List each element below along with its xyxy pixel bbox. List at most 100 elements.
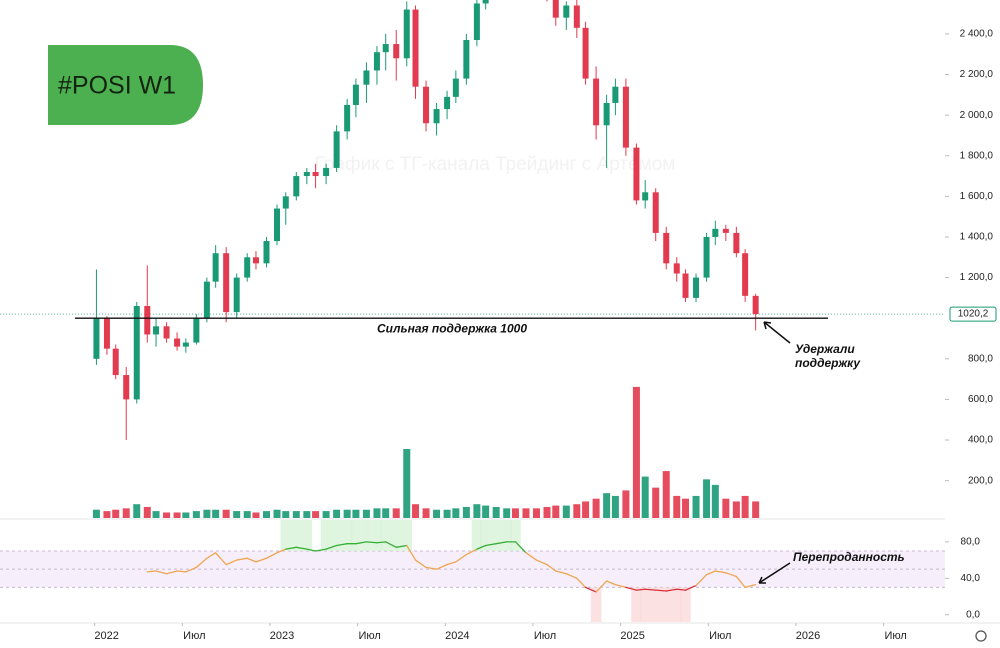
candle-body	[182, 342, 189, 347]
rsi-line	[385, 541, 397, 548]
rsi-line	[425, 566, 438, 570]
candle-body	[682, 273, 689, 298]
rsi-line	[614, 584, 627, 589]
candle-body	[103, 318, 110, 349]
volume-bar	[403, 449, 411, 518]
rsi-tick-label: 80,0	[961, 536, 981, 547]
settings-icon[interactable]	[975, 630, 987, 642]
volume-bar	[752, 501, 760, 518]
candle-body	[642, 192, 649, 201]
oversold-zone	[631, 587, 642, 622]
y-tick-label: 600,0	[968, 394, 993, 405]
rsi-line	[225, 559, 238, 566]
candle-body	[393, 44, 400, 59]
candle-body	[582, 27, 589, 79]
rsi-line	[495, 541, 508, 545]
rsi-line	[285, 546, 297, 550]
volume-bar	[233, 511, 241, 518]
candle-body	[482, 0, 489, 4]
candle-body	[153, 326, 160, 335]
volume-bar	[632, 386, 640, 518]
candle-body	[252, 257, 259, 264]
volume-bar	[741, 495, 749, 518]
rsi-line	[355, 541, 368, 545]
volume-bar	[122, 508, 130, 518]
volume-bar	[552, 505, 560, 518]
rsi-line	[576, 577, 587, 589]
candle-body	[612, 86, 619, 103]
oversold-label: Перепроданность	[793, 550, 905, 564]
y-tick-label: 1 600,0	[960, 191, 994, 202]
rsi-line	[376, 541, 387, 544]
arrow	[758, 562, 791, 584]
x-tick-label: 2025	[620, 630, 644, 642]
volume-bar	[152, 511, 160, 518]
x-tick-label: Июл	[884, 630, 906, 642]
volume-bar	[452, 508, 460, 518]
volume-bar	[382, 508, 390, 518]
volume-bar	[443, 509, 451, 518]
rsi-line	[525, 552, 538, 561]
candle-body	[282, 196, 289, 209]
volume-bar	[143, 506, 151, 518]
candle-body	[663, 232, 670, 264]
candle-body	[473, 3, 480, 41]
overbought-zone	[401, 520, 413, 551]
last-price-label: 1020,2	[958, 309, 989, 320]
candle-body	[263, 241, 270, 264]
rsi-line	[325, 544, 338, 550]
rsi-line	[414, 559, 427, 569]
candle-body	[633, 147, 640, 201]
x-tick-label: 2023	[270, 630, 294, 642]
rsi-line	[435, 563, 448, 570]
volume-bar	[473, 504, 481, 518]
x-tick-label: Июл	[183, 630, 205, 642]
y-tick-label: 400,0	[968, 435, 993, 446]
rsi-line	[735, 575, 746, 589]
oversold-zone	[671, 587, 683, 622]
volume-bar	[603, 493, 611, 518]
rsi-line	[584, 586, 597, 593]
rsi-line	[625, 586, 638, 591]
volume-bar	[192, 511, 200, 518]
rsi-line	[185, 566, 198, 573]
oversold-zone	[590, 587, 602, 622]
candle-body	[203, 281, 210, 319]
volume-bar	[282, 511, 290, 518]
x-tick-label: 2022	[94, 630, 118, 642]
volume-bar	[392, 508, 400, 518]
candle-body	[693, 277, 700, 298]
candle-body	[573, 5, 580, 28]
volume-bar	[112, 509, 120, 518]
volume-bar	[303, 511, 311, 518]
volume-bar	[611, 495, 619, 518]
rsi-line	[365, 541, 378, 544]
candle-body	[163, 326, 170, 339]
rsi-tick-label: 0,0	[966, 609, 980, 620]
volume-bar	[262, 511, 270, 518]
volume-bar	[343, 509, 351, 518]
candle-body	[212, 253, 219, 282]
overbought-zone	[380, 520, 391, 551]
rsi-line	[314, 548, 327, 552]
support-label: Сильная поддержка 1000	[377, 321, 527, 335]
overbought-zone	[331, 520, 342, 551]
candle-body	[344, 104, 351, 132]
volume-bar	[203, 509, 211, 518]
candle-body	[293, 176, 300, 197]
volume-bar	[333, 509, 341, 518]
rsi-line	[206, 552, 217, 559]
volume-bar	[373, 508, 381, 518]
candle-body	[244, 257, 251, 278]
volume-bar	[562, 505, 570, 518]
volume-bar	[492, 506, 500, 518]
volume-bar	[641, 476, 649, 518]
candle-body	[712, 228, 719, 237]
rsi-line	[195, 557, 208, 569]
rsi-line	[476, 544, 487, 550]
volume-bar	[243, 511, 251, 518]
rsi-line	[155, 570, 168, 575]
volume-bar	[582, 501, 590, 518]
candle-body	[673, 263, 680, 274]
x-tick-label: Июл	[358, 630, 380, 642]
